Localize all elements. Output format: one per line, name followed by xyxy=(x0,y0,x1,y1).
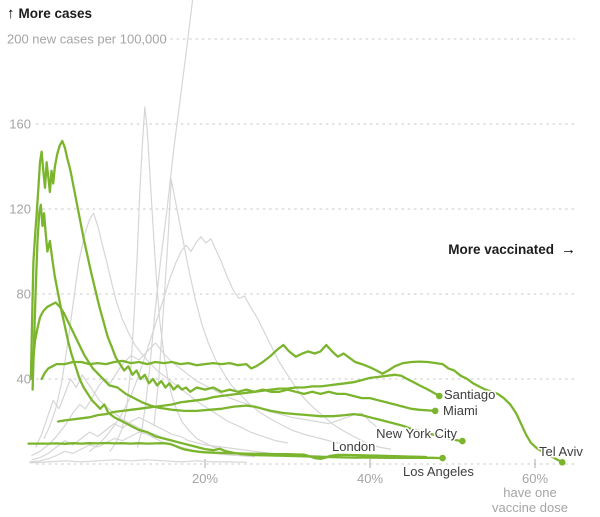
city-annotations: Tel Aviv New York City Miami Los Angeles San… xyxy=(331,386,585,481)
x-tick-label-60: 60% xyxy=(522,471,548,486)
series-line-new-york-city xyxy=(30,301,464,443)
y-tick-label-40: 40 xyxy=(17,372,31,387)
more-cases-label: More cases xyxy=(19,6,93,21)
series-line-unlabeled-city-6 xyxy=(31,342,388,457)
series-line-miami xyxy=(29,139,437,413)
right-arrow-icon: → xyxy=(561,241,576,258)
series-line-london xyxy=(27,441,428,461)
endpoint-dot-los-angeles xyxy=(439,454,446,462)
series-line-unlabeled-city-1 xyxy=(109,106,231,452)
y-axis-direction-label: ↑ More cases xyxy=(7,5,92,22)
series-label-los-angeles: Los Angeles xyxy=(403,464,474,479)
x-axis-caption-line-2: vaccine dose xyxy=(492,500,568,515)
endpoint-dot-new-york-city xyxy=(459,437,466,445)
x-tick-label-40: 40% xyxy=(357,471,383,486)
endpoint-dot-santiago xyxy=(436,392,443,400)
series-label-santiago: Santiago xyxy=(444,387,495,402)
highlighted-city-lines xyxy=(27,139,564,464)
series-label-london: London xyxy=(332,439,375,454)
x-axis-caption-line-1: have one xyxy=(503,485,557,500)
axis-tick-labels: 200 new cases per 100,000 160 120 80 40 20% 40… xyxy=(7,32,568,516)
series-label-new-york-city: New York City xyxy=(376,426,457,441)
more-vaccinated-label: More vaccinated xyxy=(448,242,554,257)
series-line-los-angeles xyxy=(31,203,444,460)
y-tick-label-120: 120 xyxy=(9,202,31,217)
endpoint-dot-miami xyxy=(431,407,439,415)
x-axis-direction-label: More vaccinated → xyxy=(448,241,576,258)
x-tick-label-20: 20% xyxy=(192,471,218,486)
series-line-unlabeled-city-2 xyxy=(136,0,194,448)
series-line-tel-aviv xyxy=(40,343,564,464)
series-line-unlabeled-city-10 xyxy=(29,459,247,464)
gridlines xyxy=(36,38,575,468)
series-label-miami: Miami xyxy=(443,403,478,418)
series-line-unlabeled-city-4 xyxy=(88,236,392,452)
series-line-unlabeled-city-3 xyxy=(43,212,289,444)
endpoint-dot-tel-aviv xyxy=(558,459,566,466)
series-line-santiago xyxy=(57,373,441,423)
y-tick-label-200: 200 new cases per 100,000 xyxy=(7,32,167,47)
y-tick-label-160: 160 xyxy=(9,117,31,132)
series-label-tel-aviv: Tel Aviv xyxy=(539,444,583,459)
y-tick-label-80: 80 xyxy=(17,287,31,302)
series-line-unlabeled-city-5 xyxy=(153,178,371,448)
up-arrow-icon: ↑ xyxy=(7,5,15,22)
